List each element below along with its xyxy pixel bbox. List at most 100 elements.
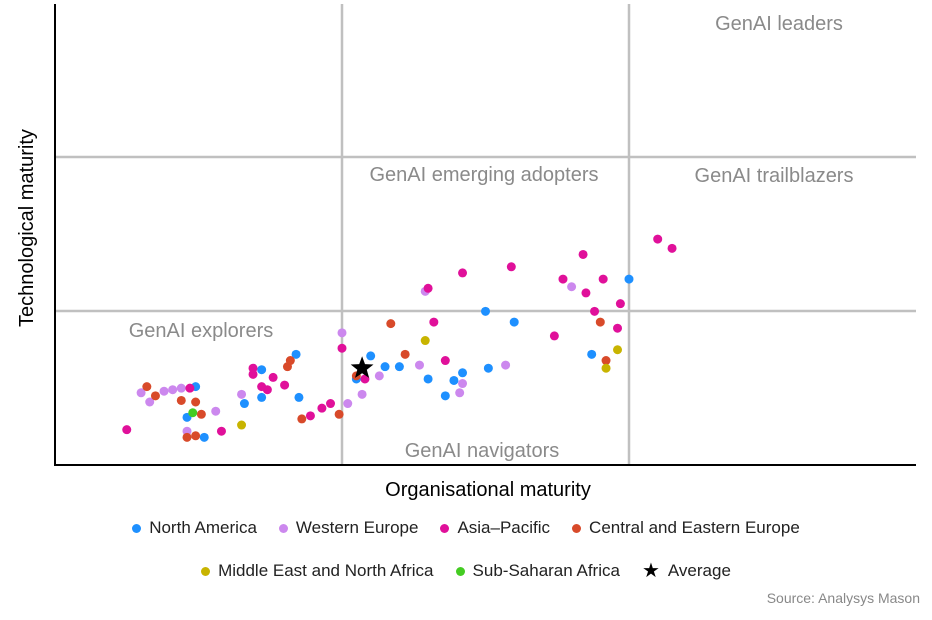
quadrant-label-explorers: GenAI explorers — [129, 320, 274, 342]
point-western-europe-7 — [237, 389, 247, 399]
quadrant-labels: GenAI leaders GenAI emerging adopters Ge… — [129, 13, 854, 462]
point-north-america-6 — [291, 349, 301, 359]
point-western-europe-10 — [357, 389, 367, 399]
legend-item-central-eastern-europe: Central and Eastern Europe — [572, 518, 800, 538]
point-central-and-eastern-europe-1 — [150, 391, 160, 401]
point-middle-east-and-north-africa-3 — [613, 345, 623, 355]
point-asia-pacific-1 — [185, 383, 195, 393]
point-central-and-eastern-europe-2 — [176, 395, 186, 405]
point-western-europe-11 — [374, 371, 384, 381]
point-middle-east-and-north-africa-2 — [601, 363, 611, 373]
point-western-europe-1 — [145, 397, 155, 407]
star-icon: ★ — [641, 559, 660, 582]
point-asia-pacific-13 — [360, 374, 370, 384]
point-asia-pacific-17 — [458, 268, 468, 278]
legend-label: Central and Eastern Europe — [589, 518, 800, 537]
point-sub-saharan-africa-0 — [188, 408, 198, 418]
point-asia-pacific-15 — [429, 317, 439, 327]
legend-item-sub-saharan-africa: Sub-Saharan Africa — [455, 561, 620, 581]
point-middle-east-and-north-africa-1 — [420, 336, 430, 346]
point-central-and-eastern-europe-12 — [386, 319, 396, 329]
point-north-america-15 — [458, 368, 468, 378]
point-average-0 — [350, 356, 374, 378]
quadrant-grid — [55, 4, 916, 465]
point-asia-pacific-14 — [423, 283, 433, 293]
legend-marker-sub-saharan-africa — [455, 566, 465, 576]
legend-marker-western-europe — [278, 523, 288, 533]
point-north-america-19 — [587, 349, 597, 359]
point-western-europe-9 — [343, 399, 353, 409]
point-central-and-eastern-europe-6 — [196, 409, 206, 419]
point-central-and-eastern-europe-0 — [142, 382, 152, 392]
point-central-and-eastern-europe-10 — [334, 409, 344, 419]
point-central-and-eastern-europe-9 — [297, 414, 307, 424]
legend-marker-mena — [201, 566, 211, 576]
point-western-europe-6 — [211, 406, 221, 416]
point-north-america-2 — [199, 432, 209, 442]
point-asia-pacific-27 — [653, 234, 663, 244]
legend-label: Sub-Saharan Africa — [472, 561, 620, 580]
point-asia-pacific-23 — [590, 306, 600, 316]
legend-marker-asia-pacific — [440, 523, 450, 533]
point-asia-pacific-24 — [598, 274, 608, 284]
x-axis-label: Organisational maturity — [385, 479, 591, 501]
point-north-america-7 — [294, 392, 304, 402]
point-western-europe-4 — [176, 383, 186, 393]
source-note: Source: Analysys Mason — [766, 590, 920, 606]
point-asia-pacific-19 — [549, 331, 559, 341]
point-north-america-5 — [257, 392, 267, 402]
legend-marker-central-eastern-europe — [572, 523, 582, 533]
legend-item-asia-pacific: Asia–Pacific — [440, 518, 550, 538]
point-asia-pacific-8 — [280, 380, 290, 390]
legend-label: Middle East and North Africa — [218, 561, 434, 580]
point-asia-pacific-22 — [581, 288, 591, 298]
point-asia-pacific-26 — [615, 299, 625, 309]
point-asia-pacific-25 — [613, 323, 623, 333]
point-western-europe-16 — [501, 360, 511, 370]
point-western-europe-12 — [414, 360, 424, 370]
point-asia-pacific-12 — [337, 343, 347, 353]
point-western-europe-2 — [159, 386, 169, 396]
point-western-europe-3 — [168, 385, 178, 395]
data-points — [122, 234, 677, 442]
legend-row-2: Middle East and North Africa Sub-Saharan… — [0, 561, 932, 581]
point-western-europe-14 — [455, 388, 465, 398]
legend-marker-north-america — [132, 523, 142, 533]
quadrant-label-navigators: GenAI navigators — [405, 440, 560, 462]
point-north-america-14 — [449, 375, 459, 385]
point-asia-pacific-20 — [558, 274, 568, 284]
point-north-america-11 — [394, 362, 404, 372]
point-western-europe-8 — [337, 328, 347, 338]
point-north-america-4 — [257, 365, 267, 375]
point-north-america-17 — [483, 363, 493, 373]
point-asia-pacific-9 — [305, 411, 315, 421]
point-asia-pacific-21 — [578, 249, 588, 259]
axes — [54, 4, 916, 466]
point-asia-pacific-16 — [440, 356, 450, 366]
point-north-america-3 — [239, 399, 249, 409]
point-north-america-20 — [624, 274, 634, 284]
point-central-and-eastern-europe-14 — [595, 317, 605, 327]
legend-item-north-america: North America — [132, 518, 257, 538]
point-asia-pacific-6 — [262, 385, 272, 395]
point-north-america-9 — [366, 351, 376, 361]
quadrant-label-trailblazers: GenAI trailblazers — [695, 165, 854, 187]
quadrant-label-leaders: GenAI leaders — [715, 13, 843, 35]
quadrant-label-emerging-adopters: GenAI emerging adopters — [369, 164, 598, 186]
legend-label: North America — [149, 518, 257, 537]
point-north-america-12 — [423, 374, 433, 384]
point-central-and-eastern-europe-15 — [601, 356, 611, 366]
point-north-america-18 — [509, 317, 519, 327]
point-asia-pacific-18 — [506, 262, 516, 272]
point-north-america-10 — [380, 362, 390, 372]
legend-label: Asia–Pacific — [457, 518, 551, 537]
point-western-europe-0 — [136, 388, 146, 398]
point-western-europe-15 — [458, 379, 468, 389]
point-asia-pacific-10 — [317, 403, 327, 413]
point-central-and-eastern-europe-5 — [191, 431, 201, 441]
point-middle-east-and-north-africa-0 — [237, 420, 247, 430]
point-central-and-eastern-europe-8 — [285, 356, 295, 366]
point-asia-pacific-4 — [248, 369, 258, 379]
legend-row-1: North America Western Europe Asia–Pacifi… — [0, 518, 932, 538]
